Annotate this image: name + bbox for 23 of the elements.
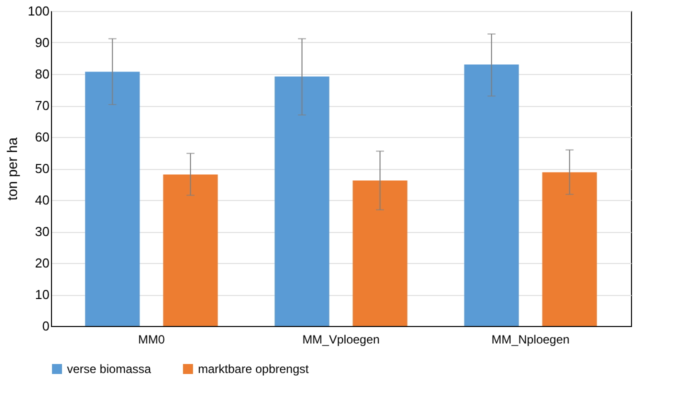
y-tick-label: 60	[35, 130, 50, 144]
y-tick-label: 40	[35, 192, 50, 208]
y-tick-label: 90	[35, 35, 50, 50]
y-tick-label: 0	[42, 318, 50, 334]
x-tick-label: MM0	[138, 332, 166, 346]
bar	[464, 64, 519, 326]
y-tick-label: 80	[35, 66, 50, 82]
bar	[85, 72, 140, 326]
legend-label: verse biomassa	[67, 362, 152, 376]
bar	[163, 174, 218, 326]
y-tick-label: 100	[28, 4, 50, 18]
y-tick-label: 30	[35, 224, 50, 239]
bar	[542, 172, 597, 326]
y-tick-label: 50	[35, 161, 50, 176]
y-tick-label: 70	[35, 98, 50, 113]
x-tick-label: MM_Vploegen	[302, 332, 380, 346]
y-tick-label: 20	[35, 256, 50, 270]
legend-label: marktbare opbrengst	[198, 362, 310, 376]
y-tick-label: 10	[35, 287, 50, 302]
y-axis-title: ton per ha	[4, 137, 20, 201]
bar	[274, 76, 330, 326]
bar	[352, 180, 408, 326]
x-tick-label: MM_Nploegen	[492, 332, 570, 346]
